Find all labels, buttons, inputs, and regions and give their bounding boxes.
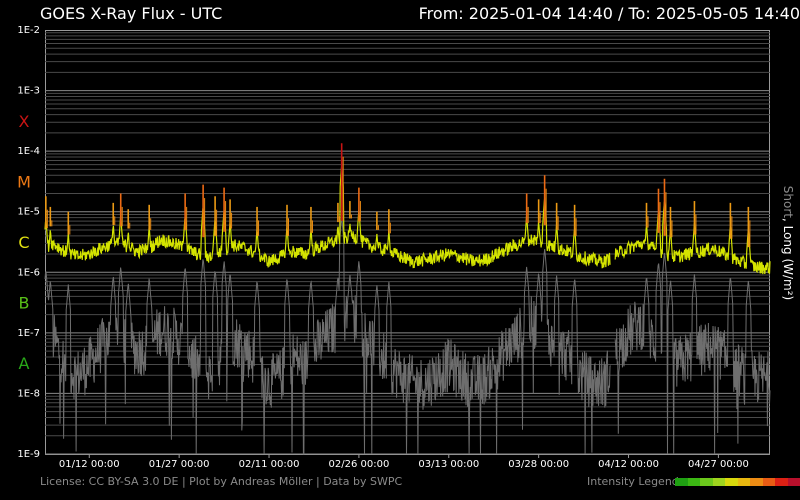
x-tick-label: 03/13 00:00 [418,459,479,470]
y-tick-label: 1E-5 [17,207,40,218]
x-tick-labels: 01/12 00:00 01/27 00:00 02/11 00:00 02/26 0… [59,459,749,470]
y-tick-label: 1E-3 [17,86,40,97]
y-tick-labels: 1E-2 1E-3 1E-4 1E-5 1E-6 1E-7 1E-8 1E-9 [17,25,40,460]
label-separator: , [781,217,795,226]
x-tick-label: 03/28 00:00 [508,459,569,470]
legend-swatch [762,478,775,486]
x-tick-label: 02/26 00:00 [328,459,389,470]
y-axis-label: Short, Long (W/m²) [780,183,796,303]
legend-swatch [712,478,725,486]
y-tick-label: 1E-7 [17,328,40,339]
y-tick-label: 1E-4 [17,146,40,157]
legend-swatch [725,478,738,486]
series-short-line [44,216,771,455]
legend-swatch [700,478,713,486]
y-tick-label: 1E-8 [17,388,40,399]
class-label-x: X [19,112,30,131]
x-tick-label: 01/27 00:00 [149,459,210,470]
x-tick-label: 01/12 00:00 [59,459,120,470]
intensity-legend [675,478,800,486]
y-tick-label: 1E-6 [17,267,40,278]
grid-lines [45,32,770,458]
credits: License: CC BY-SA 3.0 DE | Plot by Andre… [40,475,403,488]
class-label-b: B [19,294,30,313]
series-long-line [44,165,771,275]
legend-swatch [675,478,688,486]
class-label-a: A [19,354,30,373]
date-range: From: 2025-01-04 14:40 / To: 2025-05-05 … [418,4,800,23]
y-tick-label: 1E-9 [17,449,40,460]
legend-swatch [737,478,750,486]
x-tick-label: 04/12 00:00 [598,459,659,470]
long-label: Long (W/m²) [781,225,795,301]
short-label: Short [781,185,795,218]
legend-label: Intensity Legend [587,475,679,488]
y-tick-label: 1E-2 [17,25,40,36]
class-label-c: C [18,233,29,252]
x-tick-label: 04/27 00:00 [688,459,749,470]
legend-swatch [775,478,788,486]
chart-title: GOES X-Ray Flux - UTC [40,4,223,23]
x-tick-label: 02/11 00:00 [239,459,300,470]
legend-swatch [750,478,763,486]
legend-swatch [787,478,800,486]
series-layer [44,143,771,455]
legend-swatch [687,478,700,486]
class-label-m: M [17,172,31,191]
class-labels: X M C B A [17,112,31,373]
